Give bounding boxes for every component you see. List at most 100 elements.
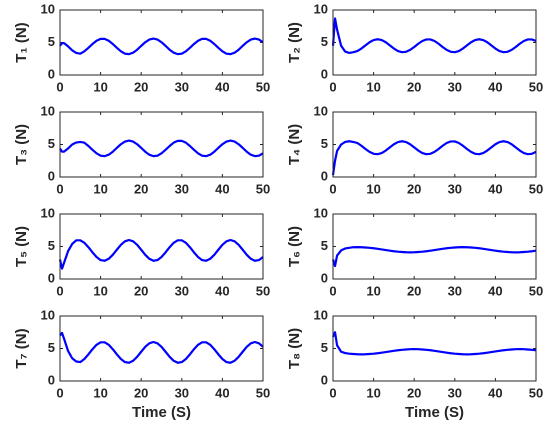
y-axis-label: T₅ (N)	[13, 226, 30, 267]
axes-frame	[332, 9, 537, 76]
y-tick-label: 5	[48, 238, 55, 253]
y-tick-label: 10	[41, 103, 55, 118]
x-tick-label: 50	[529, 79, 543, 94]
axes-frame	[59, 111, 264, 178]
data-line	[59, 331, 264, 364]
x-tick-label: 20	[407, 79, 421, 94]
data-line	[331, 140, 537, 176]
y-tick-label: 10	[41, 307, 55, 322]
x-tick-label: 50	[256, 79, 270, 94]
x-axis-label: Time (S)	[405, 404, 464, 421]
x-tick-label: 20	[134, 283, 148, 298]
y-tick-label: 5	[321, 340, 328, 355]
x-tick-label: 0	[56, 385, 63, 400]
x-tick-label: 30	[175, 79, 189, 94]
x-tick-label: 10	[366, 385, 380, 400]
x-tick-label: 50	[256, 181, 270, 196]
x-tick-label: 40	[488, 181, 502, 196]
x-tick-label: 10	[93, 385, 107, 400]
axes-frame	[59, 315, 264, 382]
x-tick-label: 10	[366, 181, 380, 196]
x-tick-label: 40	[215, 79, 229, 94]
y-tick-label: 0	[48, 372, 55, 387]
x-tick-label: 30	[448, 79, 462, 94]
axes-frame	[332, 213, 537, 280]
x-tick-label: 0	[56, 79, 63, 94]
y-axis-label: T₈ (N)	[286, 328, 303, 369]
y-tick-label: 5	[321, 238, 328, 253]
x-tick-label: 40	[215, 283, 229, 298]
x-tick-label: 50	[529, 385, 543, 400]
y-tick-label: 5	[321, 136, 328, 151]
x-tick-label: 10	[93, 79, 107, 94]
y-tick-label: 0	[321, 270, 328, 285]
y-tick-label: 0	[321, 168, 328, 183]
x-tick-label: 30	[448, 385, 462, 400]
axes-frame	[59, 9, 264, 76]
y-tick-label: 5	[48, 34, 55, 49]
x-tick-label: 20	[407, 181, 421, 196]
x-tick-label: 50	[256, 385, 270, 400]
x-tick-label: 0	[56, 181, 63, 196]
x-tick-label: 10	[366, 79, 380, 94]
y-tick-label: 0	[48, 168, 55, 183]
data-line	[331, 246, 537, 268]
x-tick-label: 20	[407, 385, 421, 400]
y-tick-label: 10	[314, 103, 328, 118]
y-tick-label: 5	[48, 340, 55, 355]
x-tick-label: 40	[488, 385, 502, 400]
y-axis-label: T₁ (N)	[13, 22, 30, 62]
y-axis-label: T₆ (N)	[286, 226, 303, 267]
x-axis-label: Time (S)	[132, 404, 191, 421]
x-tick-label: 20	[134, 385, 148, 400]
y-tick-label: 0	[48, 270, 55, 285]
x-tick-label: 0	[329, 181, 336, 196]
x-tick-label: 20	[134, 181, 148, 196]
plot-area	[333, 316, 536, 381]
x-tick-label: 50	[529, 181, 543, 196]
x-tick-label: 30	[175, 283, 189, 298]
x-tick-label: 30	[175, 181, 189, 196]
x-tick-label: 40	[488, 79, 502, 94]
y-axis-label: T₃ (N)	[13, 124, 30, 165]
x-tick-label: 30	[448, 181, 462, 196]
x-tick-label: 10	[93, 283, 107, 298]
y-tick-label: 0	[321, 66, 328, 81]
x-tick-label: 10	[366, 283, 380, 298]
y-tick-label: 10	[41, 1, 55, 16]
x-tick-label: 20	[407, 283, 421, 298]
x-tick-label: 50	[256, 283, 270, 298]
plot-area	[60, 112, 263, 177]
x-tick-label: 0	[329, 283, 336, 298]
plot-area	[333, 10, 536, 75]
y-tick-label: 10	[314, 205, 328, 220]
y-tick-label: 5	[321, 34, 328, 49]
x-tick-label: 0	[329, 79, 336, 94]
x-tick-label: 0	[56, 283, 63, 298]
x-tick-label: 20	[134, 79, 148, 94]
axes-frame	[332, 111, 537, 178]
data-line	[331, 17, 537, 54]
y-axis-label: T₇ (N)	[13, 328, 30, 368]
y-tick-label: 0	[321, 372, 328, 387]
plot-area	[60, 214, 263, 279]
data-line	[59, 37, 264, 56]
x-tick-label: 0	[329, 385, 336, 400]
x-tick-label: 30	[448, 283, 462, 298]
axes-frame	[59, 213, 264, 280]
data-line	[331, 331, 537, 356]
data-line	[59, 139, 264, 158]
y-tick-label: 5	[48, 136, 55, 151]
x-tick-label: 40	[215, 181, 229, 196]
x-tick-label: 40	[488, 283, 502, 298]
y-tick-label: 10	[41, 205, 55, 220]
y-axis-label: T₄ (N)	[286, 124, 303, 165]
plot-area	[333, 112, 536, 177]
data-line	[58, 238, 264, 270]
x-tick-label: 40	[215, 385, 229, 400]
y-tick-label: 10	[314, 1, 328, 16]
x-tick-label: 30	[175, 385, 189, 400]
x-tick-label: 10	[93, 181, 107, 196]
y-tick-label: 0	[48, 66, 55, 81]
